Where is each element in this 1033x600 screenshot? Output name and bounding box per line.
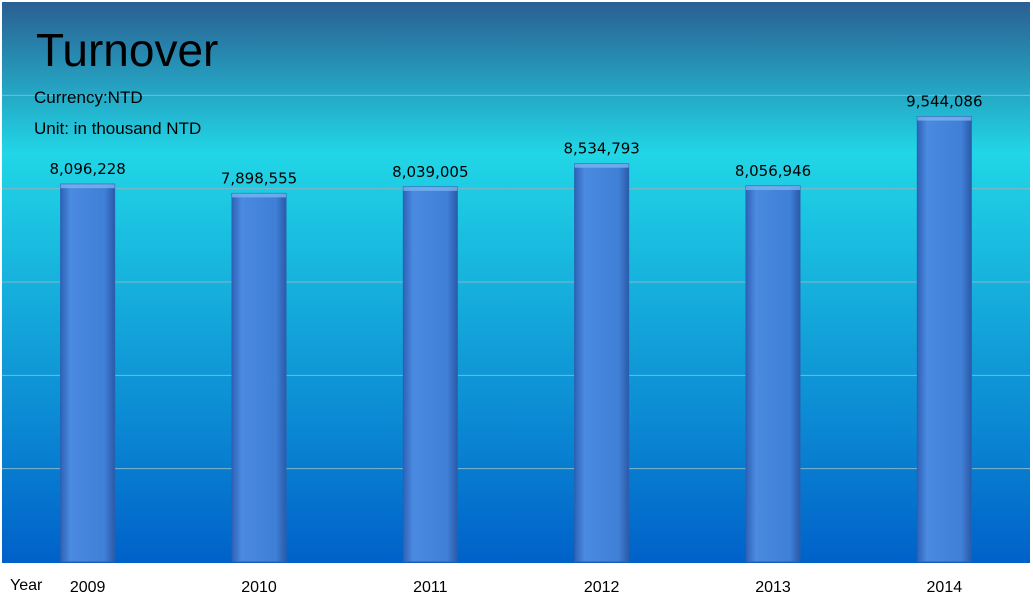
- bar-2013: [745, 185, 801, 563]
- bar-highlight-2011: [403, 186, 458, 191]
- bar-highlight-2013: [746, 186, 800, 191]
- x-tick-2011: 2011: [413, 579, 448, 596]
- bar-highlight-2010: [232, 193, 286, 198]
- x-tick-2012: 2012: [584, 579, 620, 596]
- data-label-2011: 8,039,005: [392, 163, 468, 181]
- bar-highlight-2014: [917, 116, 972, 121]
- chart-subtitle-currency: Currency:NTD: [34, 88, 143, 107]
- x-tick-2010: 2010: [241, 579, 277, 596]
- gridlines: [2, 94, 1030, 470]
- data-label-2014: 9,544,086: [906, 93, 982, 111]
- chart-title: Turnover: [36, 24, 218, 76]
- data-label-2012: 8,534,793: [563, 140, 639, 158]
- x-tick-labels: 2009 2010 2011 2012 2013 2014: [70, 579, 962, 596]
- bar-2009: [60, 183, 116, 563]
- bar-highlight-2009: [60, 184, 115, 189]
- x-axis-label: Year: [10, 577, 43, 594]
- x-tick-2013: 2013: [755, 579, 791, 596]
- bar-2014: [916, 116, 972, 563]
- bar-2012: [574, 163, 630, 563]
- bar-2011: [402, 186, 458, 563]
- chart-subtitle-unit: Unit: in thousand NTD: [34, 119, 201, 138]
- data-label-2013: 8,056,946: [735, 162, 811, 180]
- x-tick-2014: 2014: [927, 579, 963, 596]
- x-tick-2009: 2009: [70, 579, 106, 596]
- data-labels: 8,096,228 7,898,555 8,039,005 8,534,793 8,05…: [49, 93, 982, 188]
- data-label-2010: 7,898,555: [221, 169, 297, 187]
- bars: [60, 116, 972, 563]
- data-label-2009: 8,096,228: [49, 160, 125, 178]
- bar-highlight-2012: [574, 163, 629, 168]
- bar-2010: [231, 192, 287, 563]
